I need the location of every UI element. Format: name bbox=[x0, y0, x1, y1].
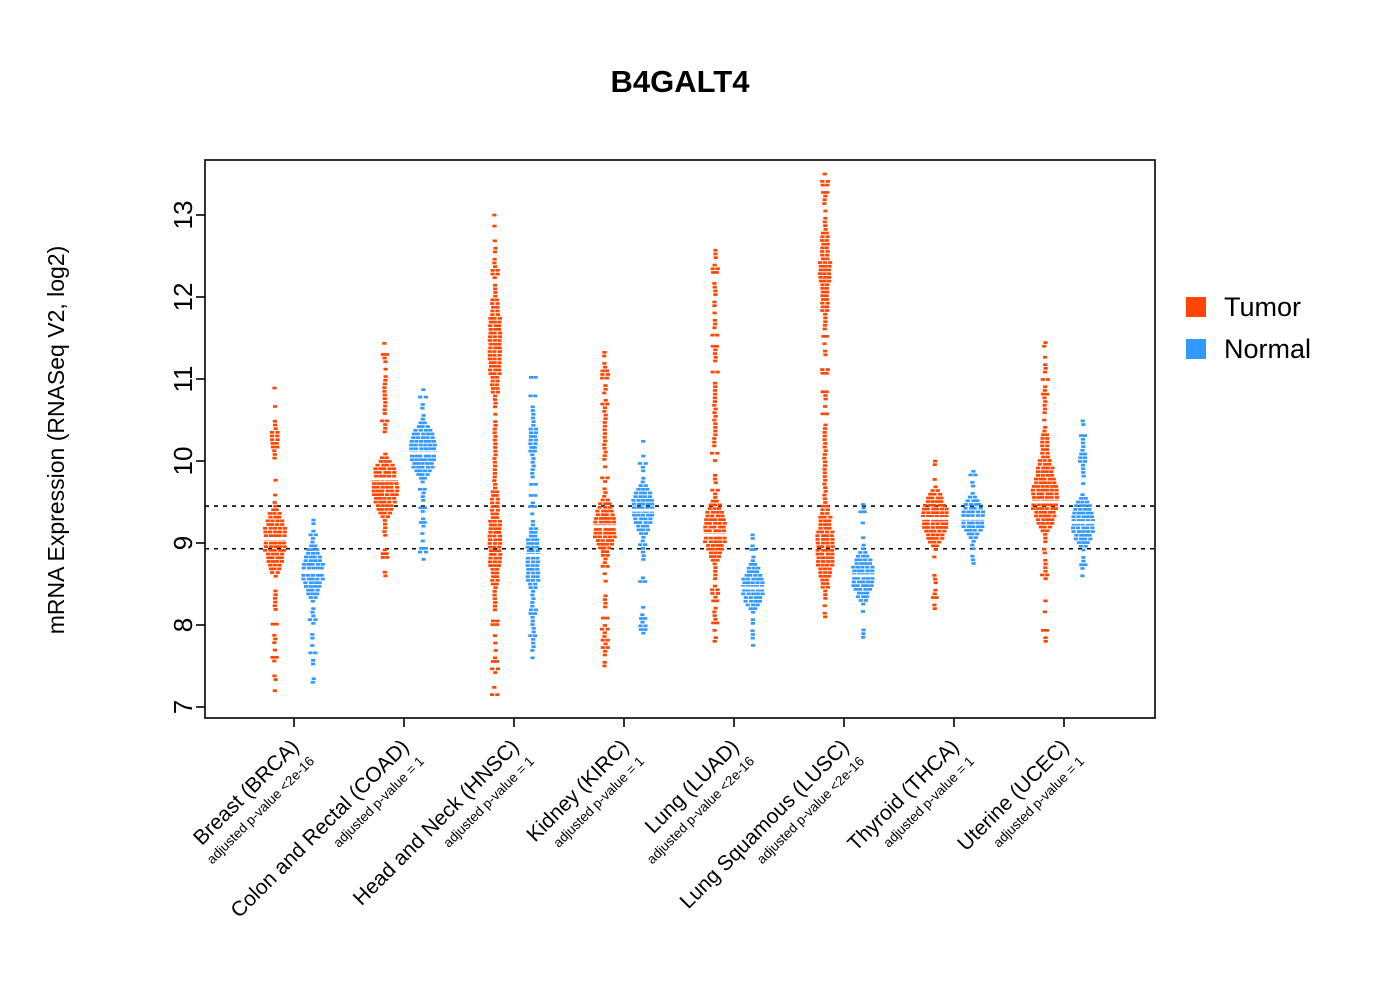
median-line bbox=[370, 477, 400, 481]
plot-box bbox=[204, 159, 1156, 719]
swarm-tumor-3 bbox=[592, 351, 618, 668]
swarm-normal-7 bbox=[1070, 419, 1096, 578]
swarm-tumor-4 bbox=[702, 248, 728, 643]
swarm-normal-6 bbox=[960, 469, 986, 565]
median-line bbox=[262, 537, 288, 541]
swarm-tumor-1 bbox=[370, 342, 400, 578]
median-line bbox=[1070, 521, 1096, 524]
swarm-tumor-2 bbox=[487, 213, 503, 696]
median-line bbox=[920, 517, 950, 520]
y-tick-label: 9 bbox=[168, 536, 198, 550]
y-tick-label: 10 bbox=[168, 447, 198, 476]
legend-label-tumor: Tumor bbox=[1224, 292, 1301, 322]
y-axis-label: mRNA Expression (RNASeq V2, log2) bbox=[43, 246, 69, 635]
swarm-tumor-5 bbox=[815, 172, 835, 619]
median-line bbox=[740, 586, 766, 590]
median-line bbox=[630, 508, 656, 512]
median-line bbox=[850, 574, 876, 578]
swarm-tumor-0 bbox=[262, 386, 288, 692]
median-line bbox=[702, 533, 728, 537]
legend-swatch-tumor bbox=[1186, 297, 1206, 317]
median-line bbox=[960, 517, 986, 520]
y-tick-label: 7 bbox=[168, 700, 198, 714]
swarm-normal-0 bbox=[300, 518, 326, 684]
swarm-tumor-7 bbox=[1030, 341, 1060, 643]
swarm-normal-5 bbox=[850, 503, 876, 639]
y-tick-label: 13 bbox=[168, 201, 198, 230]
median-line bbox=[408, 451, 438, 455]
y-tick-label: 11 bbox=[168, 366, 198, 393]
legend-label-normal: Normal bbox=[1224, 334, 1311, 364]
swarm-normal-3 bbox=[630, 440, 656, 635]
chart-title: B4GALT4 bbox=[611, 64, 751, 99]
swarm-tumor-6 bbox=[920, 459, 950, 610]
swarm-normal-1 bbox=[408, 388, 438, 561]
legend: Tumor Normal bbox=[1186, 292, 1311, 364]
y-tick-label: 12 bbox=[168, 283, 198, 312]
median-line bbox=[592, 525, 618, 528]
median-line bbox=[525, 553, 541, 557]
median-line bbox=[1030, 500, 1060, 504]
swarm-normal-2 bbox=[525, 376, 541, 660]
swarm-normal-4 bbox=[740, 533, 766, 647]
legend-swatch-normal bbox=[1186, 339, 1206, 359]
median-line bbox=[300, 570, 326, 574]
y-tick-label: 8 bbox=[168, 618, 198, 632]
